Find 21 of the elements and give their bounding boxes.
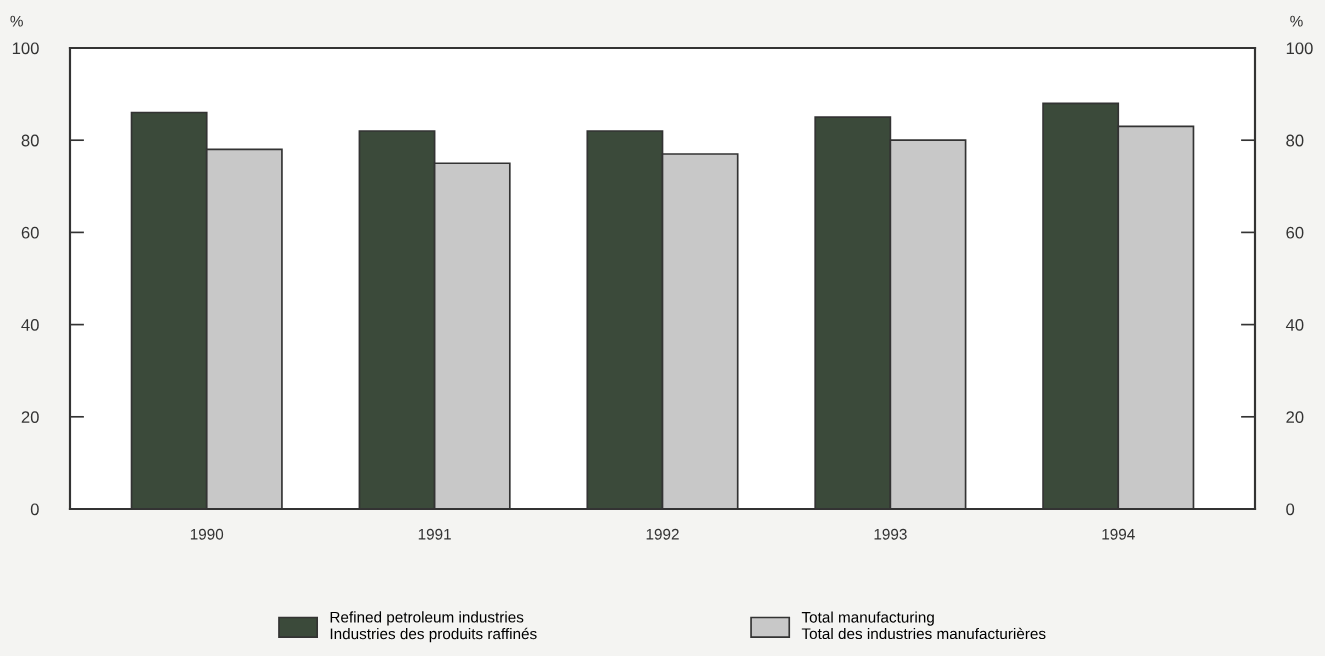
- x-tick-label: 1994: [1102, 528, 1135, 540]
- y2-tick-label: 40: [1285, 319, 1304, 331]
- y-tick-label: 40: [21, 319, 39, 331]
- y2-tick-label: 0: [1286, 503, 1295, 516]
- y2-tick-label: 20: [1286, 411, 1304, 423]
- y2-axis-title: %: [1290, 15, 1303, 27]
- y2-tick-label: 60: [1286, 226, 1304, 239]
- x-tick-label: 1992: [646, 528, 679, 540]
- x-tick-label: 1993: [874, 528, 907, 540]
- y2-tick-label: 80: [1286, 134, 1304, 147]
- y2-tick-label: 100: [1286, 42, 1313, 55]
- y-tick-label: 80: [21, 134, 39, 147]
- x-tick-label: 1990: [190, 528, 224, 540]
- legend-label: Total manufacturing Total des industries manufacturières: [801, 611, 1046, 640]
- y-tick-label: 60: [21, 226, 39, 239]
- y-axis-title: %: [10, 15, 23, 27]
- y-tick-label: 20: [21, 411, 39, 423]
- y-tick-label: 0: [30, 503, 39, 516]
- y-tick-label: 100: [12, 42, 39, 55]
- legend-label: Refined petroleum industries Industries des produits raffinés: [330, 611, 537, 643]
- x-tick-label: 1991: [418, 528, 451, 540]
